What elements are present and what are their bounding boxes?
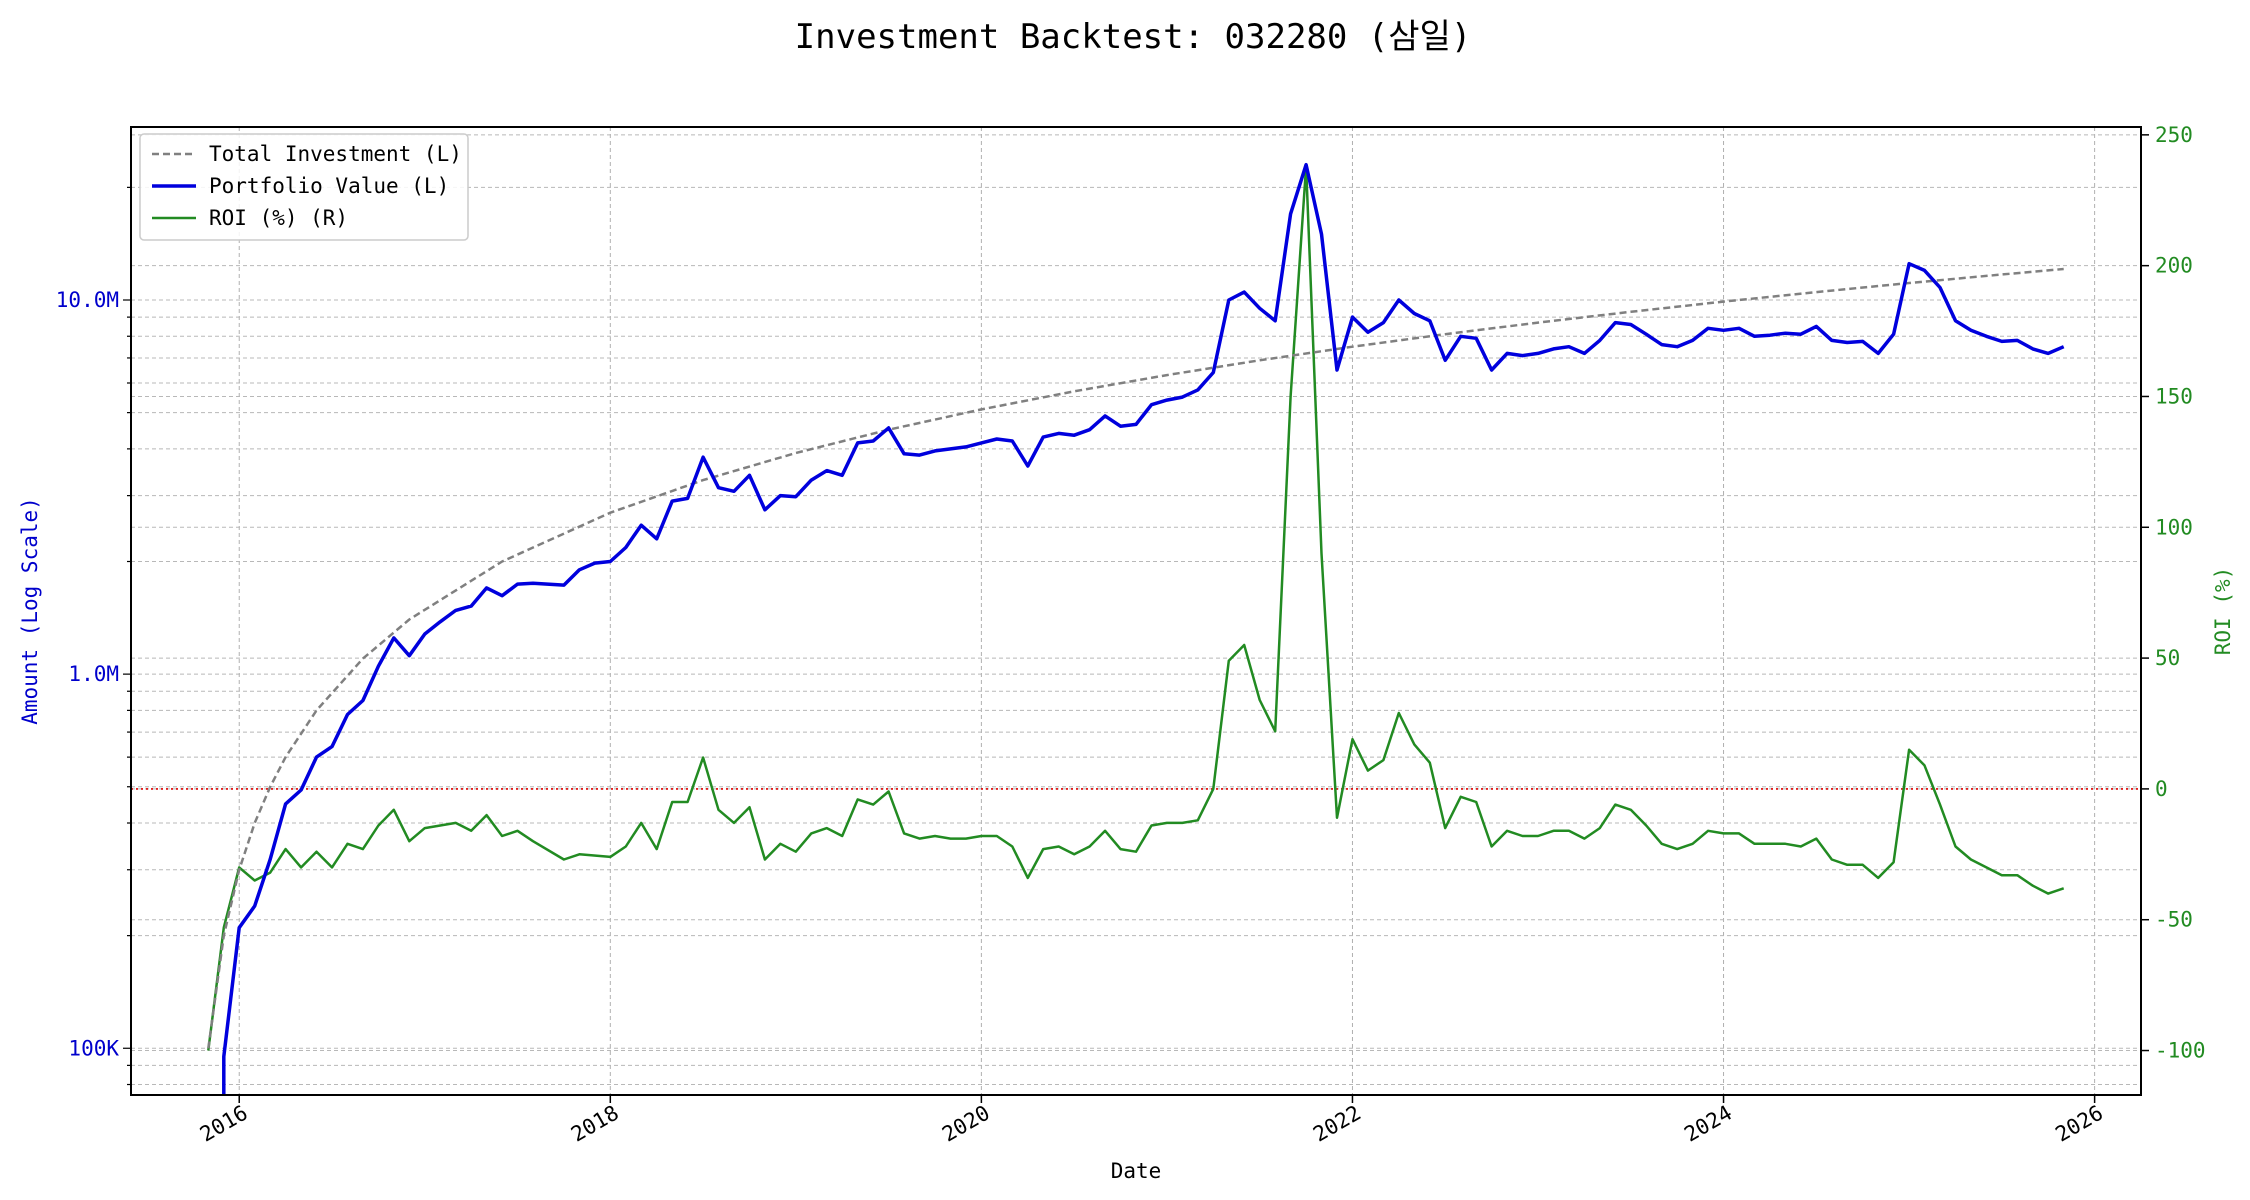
x-axis-label: Date (1111, 1159, 1162, 1183)
y-right-tick-label: 250 (2155, 123, 2193, 147)
x-tick-label: 2022 (1309, 1101, 1365, 1147)
legend-label-total-investment: Total Investment (L) (209, 142, 462, 166)
x-tick-label: 2024 (1680, 1101, 1736, 1147)
x-tick-label: 2016 (196, 1101, 252, 1147)
y-left-tick-label: 100K (68, 1036, 119, 1060)
y-right-tick-label: -100 (2155, 1039, 2206, 1063)
y-left-tick-label: 1.0M (68, 662, 119, 686)
y-left-tick-label: 10.0M (56, 288, 119, 312)
y-axis-left-label: Amount (Log Scale) (18, 497, 42, 725)
x-tick-label: 2018 (567, 1101, 623, 1147)
y-right-tick-label: -50 (2155, 908, 2193, 932)
y-right-tick-label: 0 (2155, 777, 2168, 801)
portfolio-value-line (222, 162, 2065, 1095)
legend-label-roi: ROI (%) (R) (209, 206, 348, 230)
y-right-tick-label: 150 (2155, 384, 2193, 408)
y-axis-right-label: ROI (%) (2211, 567, 2235, 656)
x-tick-label: 2020 (938, 1101, 994, 1147)
axis-layer: 2016 2018 2020 2022 2024 2026 100K 1.0M 10.0M -10… (56, 123, 2206, 1147)
legend-box (139, 133, 469, 241)
plot-frame (130, 126, 2142, 1096)
grid-layer (131, 127, 2141, 1095)
series-layer (131, 162, 2141, 1095)
y-right-tick-label: 200 (2155, 254, 2193, 278)
y-right-tick-label: 50 (2155, 646, 2180, 670)
x-tick-label: 2026 (2051, 1101, 2107, 1147)
legend-label-portfolio-value: Portfolio Value (L) (209, 174, 449, 198)
total-investment-line (207, 267, 2064, 1049)
chart-title: Investment Backtest: 032280 (삼일) (795, 17, 1472, 57)
y-right-tick-label: 100 (2155, 515, 2193, 539)
roi-line (207, 164, 2065, 1051)
legend: Total Investment (L) Portfolio Value (L)… (139, 133, 469, 241)
